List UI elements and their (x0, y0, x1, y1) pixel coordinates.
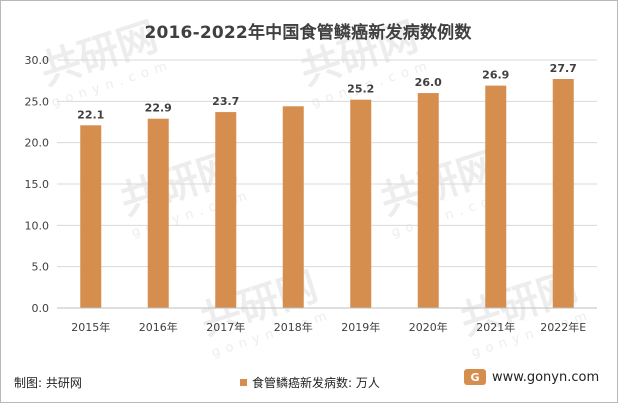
x-tick-label: 2016年 (139, 320, 178, 334)
x-tick-label: 2018年 (274, 320, 313, 334)
y-tick-label: 20.0 (25, 137, 50, 150)
legend: 食管鳞癌新发病数: 万人 (240, 374, 380, 391)
bar (282, 106, 304, 308)
x-tick-label: 2022年E (540, 320, 586, 334)
x-tick-label: 2015年 (71, 320, 110, 334)
source-credit: 制图: 共研网 (14, 376, 82, 390)
data-label: 22.1 (77, 108, 104, 121)
data-label: 25.2 (347, 83, 374, 96)
x-tick-label: 2017年 (206, 320, 245, 334)
legend-label: 食管鳞癌新发病数: 万人 (252, 376, 380, 390)
bar (552, 79, 574, 308)
y-tick-label: 15.0 (25, 178, 50, 191)
data-label: 26.0 (415, 76, 442, 89)
y-tick-label: 10.0 (25, 219, 50, 232)
legend-swatch (240, 379, 247, 386)
data-label: 27.7 (550, 62, 577, 75)
x-tick-label: 2021年 (476, 320, 515, 334)
chart-title: 2016-2022年中国食管鳞癌新发病数例数 (144, 23, 472, 43)
y-tick-label: 30.0 (25, 54, 50, 67)
bar (417, 93, 439, 308)
bar (350, 99, 372, 309)
website-credit: G www.gonyn.com (464, 369, 599, 385)
y-tick-label: 25.0 (25, 95, 50, 108)
y-tick-label: 0.0 (32, 302, 50, 315)
data-label: 23.7 (212, 95, 239, 108)
bar (80, 125, 102, 308)
bar (215, 112, 237, 308)
data-label: 26.9 (482, 69, 509, 82)
x-tick-label: 2019年 (341, 320, 380, 334)
bar (147, 118, 169, 309)
gonyn-logo-icon: G (464, 369, 486, 385)
y-tick-label: 5.0 (32, 261, 50, 274)
website-url: www.gonyn.com (492, 369, 600, 385)
x-tick-label: 2020年 (409, 320, 448, 334)
data-label: 22.9 (145, 102, 172, 115)
bar (485, 85, 507, 308)
